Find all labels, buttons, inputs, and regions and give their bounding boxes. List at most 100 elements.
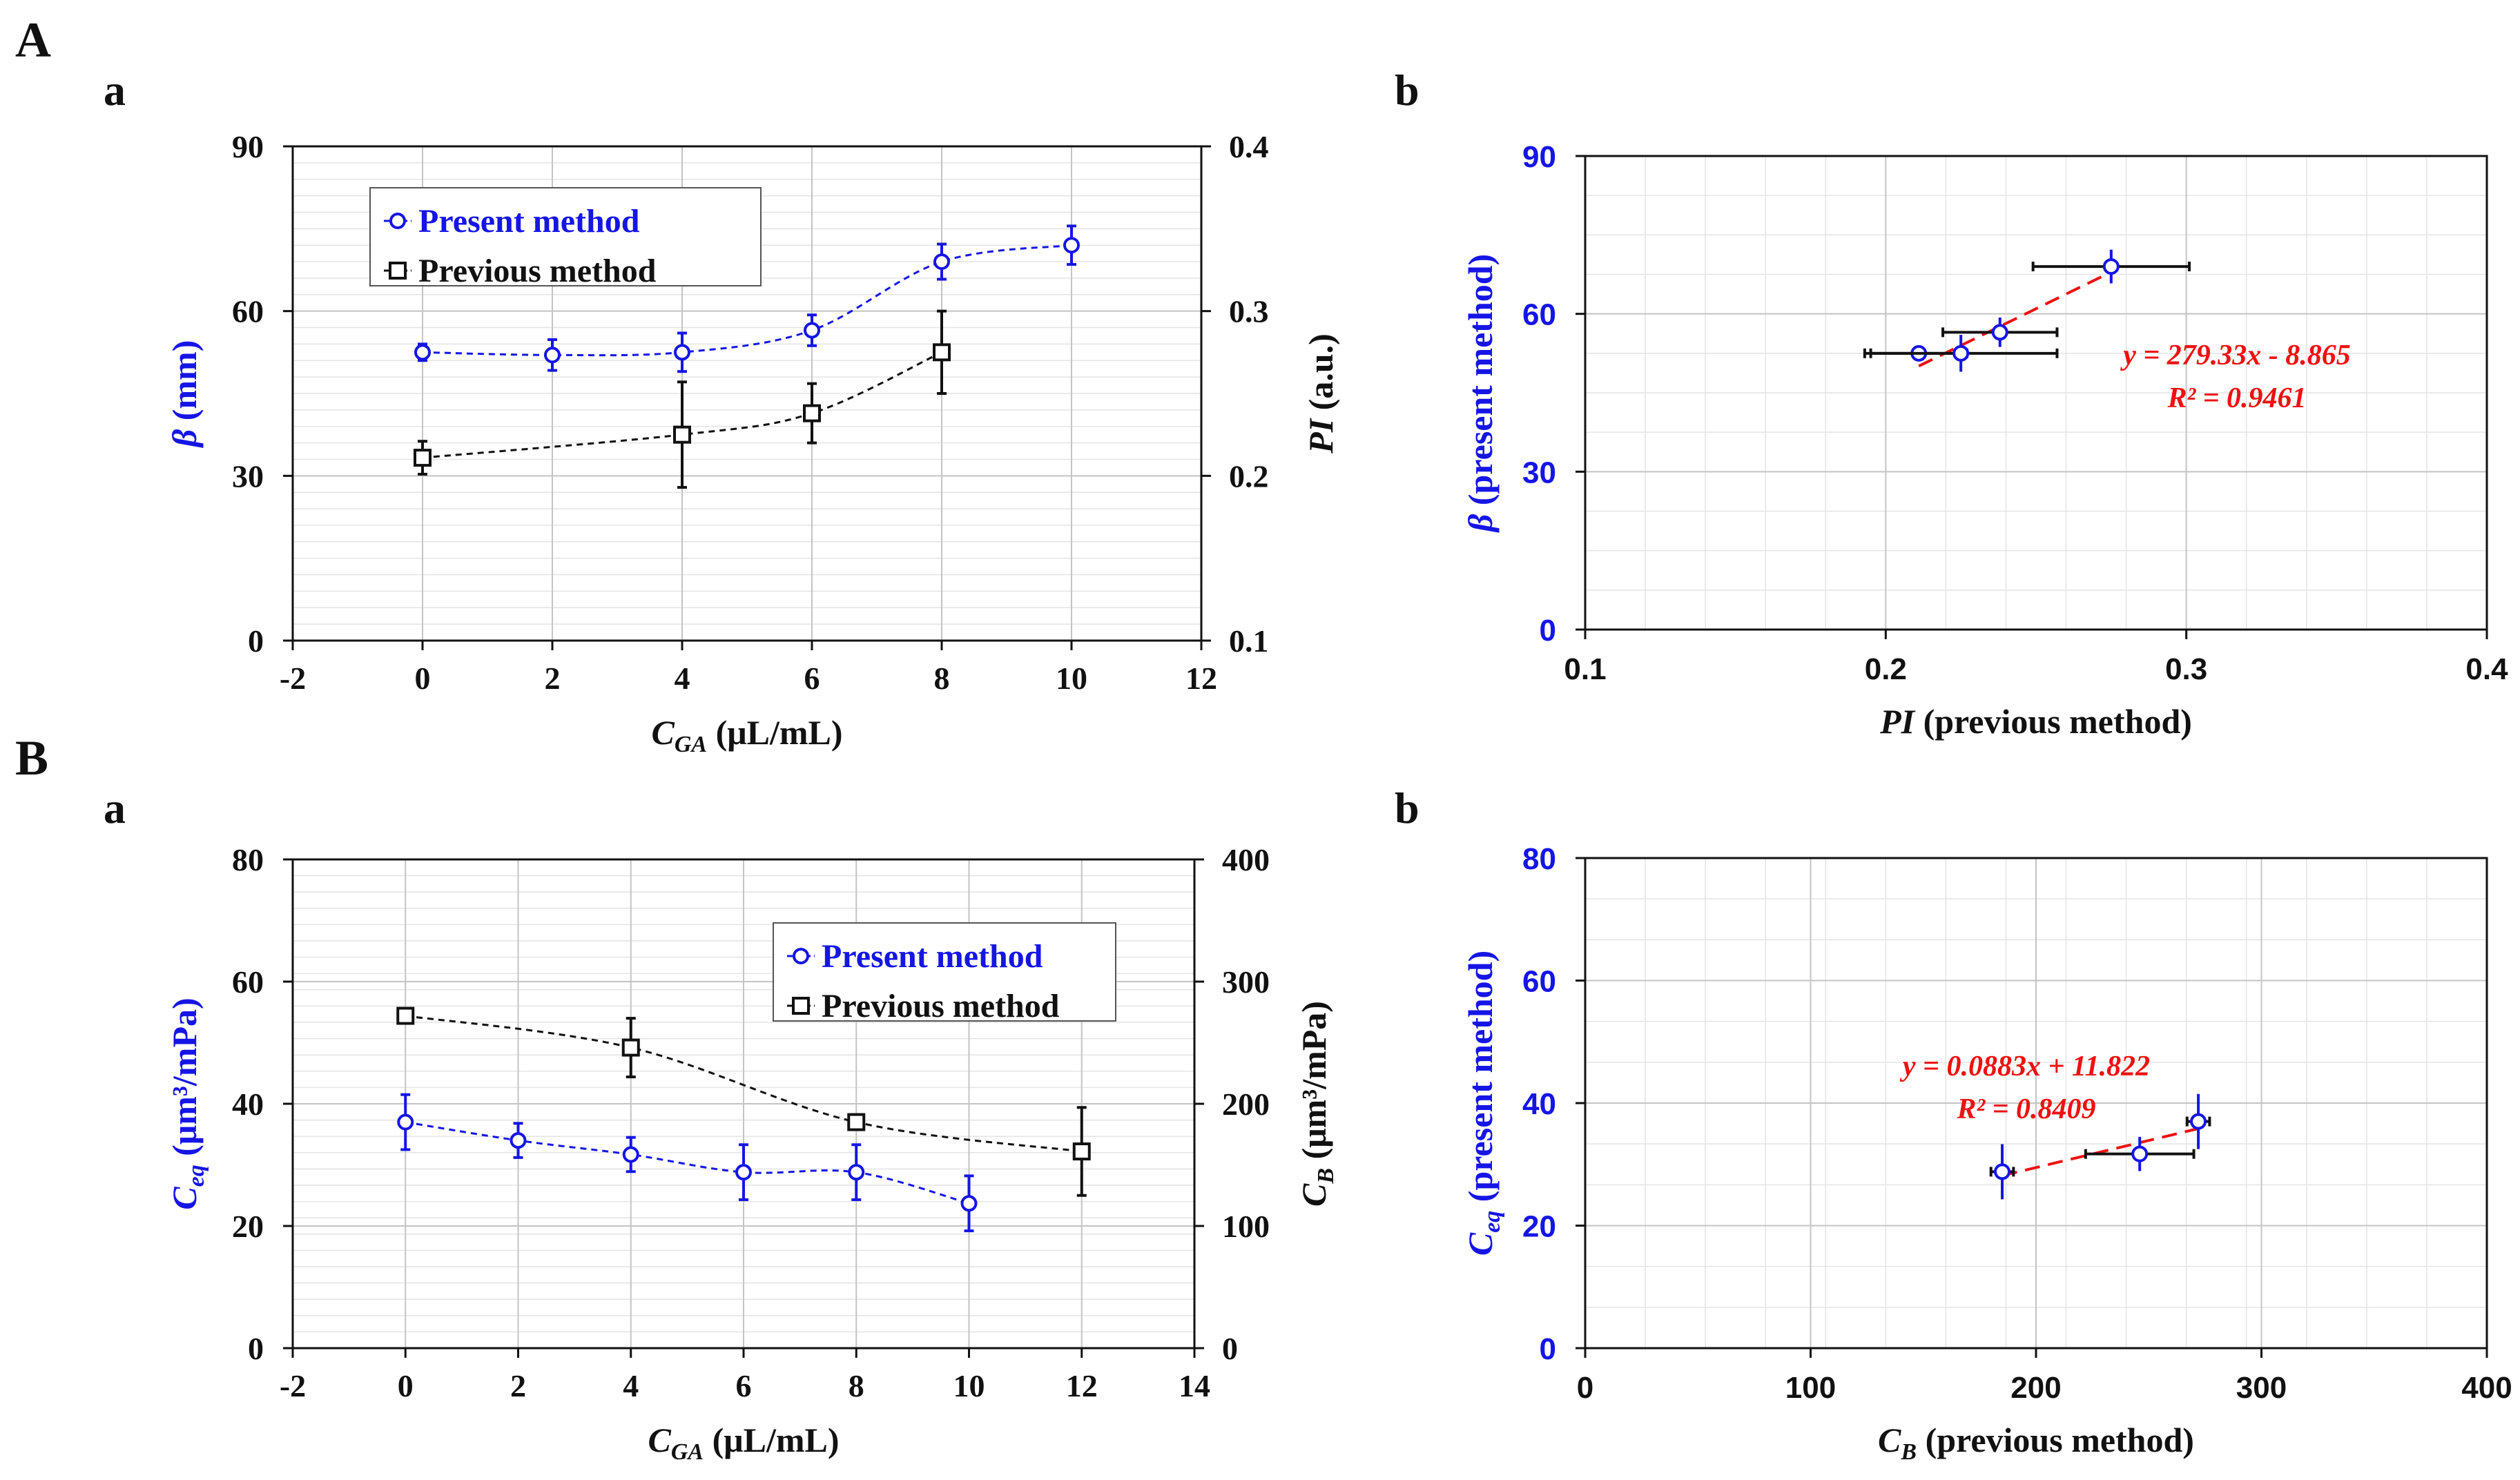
data-point [673, 425, 691, 444]
x-tick-label: 8 [934, 661, 950, 696]
x-tick-label: 6 [804, 661, 820, 696]
x-tick-label: 8 [849, 1368, 864, 1403]
x-tick-label: 400 [2461, 1371, 2512, 1405]
data-point [414, 449, 432, 467]
legend-marker [389, 213, 406, 229]
y-right-tick-label: 0.2 [1229, 458, 1269, 494]
x-axis-label: CGA (μL/mL) [648, 1421, 840, 1465]
y-right-tick-label: 200 [1222, 1087, 1270, 1122]
x-tick-label: 4 [623, 1368, 639, 1403]
data-point [847, 1113, 866, 1131]
data-point [621, 1038, 640, 1057]
panel-label-A: A [15, 12, 51, 68]
legend-box [369, 187, 762, 286]
data-point [803, 404, 821, 422]
y-left-tick-label: 80 [232, 842, 264, 877]
data-point [933, 253, 950, 271]
data-point [735, 1164, 752, 1181]
x-tick-label: 100 [1785, 1371, 1836, 1405]
x-axis-label: CGA (μL/mL) [652, 713, 843, 757]
x-tick-label: 4 [675, 661, 690, 696]
panel-label-B-a: a [104, 783, 126, 833]
y-left-tick-label: 0 [248, 1331, 264, 1366]
data-point [933, 343, 951, 362]
data-point [674, 344, 690, 361]
y-left-tick-label: 60 [232, 294, 264, 329]
y-right-tick-label: 0 [1222, 1331, 1238, 1366]
y-right-axis-label: PI (a.u.) [1301, 333, 1340, 454]
x-tick-label: 6 [736, 1368, 752, 1403]
x-axis-label: PI (previous method) [1879, 702, 2192, 741]
data-point [1063, 237, 1080, 254]
x-tick-label: 12 [1066, 1368, 1098, 1403]
y-right-tick-label: 0.1 [1229, 623, 1269, 659]
data-point [622, 1146, 639, 1163]
x-tick-label: 0.3 [2165, 652, 2207, 686]
y-tick-label: 40 [1522, 1087, 1556, 1121]
y-right-tick-label: 100 [1222, 1209, 1270, 1244]
legend-label: Previous method [418, 253, 657, 289]
data-point [510, 1132, 527, 1149]
y-right-tick-label: 0.4 [1229, 129, 1269, 164]
trendline-equation: y = 0.0883x + 11.822 [1899, 1051, 2150, 1082]
x-tick-label: 10 [1056, 661, 1087, 696]
x-tick-label: 200 [2010, 1371, 2061, 1405]
x-tick-label: 0.1 [1564, 652, 1606, 686]
y-right-tick-label: 300 [1222, 964, 1270, 1000]
panel-label-A-a: a [104, 66, 126, 115]
y-left-tick-label: 90 [232, 129, 264, 164]
chart-A-a: -2 0 2 4 6 8 10 12 0 30 60 90 0.1 0.2 0.3 0.4 CGA (μL/mL… [165, 129, 1340, 757]
legend-label: Present method [822, 938, 1043, 975]
data-point [2102, 258, 2120, 275]
panel-label-B: B [15, 730, 48, 786]
data-point [2131, 1145, 2149, 1162]
legend-box [773, 922, 1116, 1022]
chart-A-b: 0.1 0.2 0.3 0.4 0 30 60 90 PI (previous method) β… [1461, 140, 2508, 741]
data-point [1072, 1142, 1091, 1161]
legend-marker [389, 262, 407, 280]
y-right-tick-label: 0.3 [1229, 294, 1269, 329]
data-point [1952, 344, 1970, 362]
x-tick-label: 0 [415, 661, 431, 696]
trendline [2002, 1127, 2199, 1178]
data-point [397, 1113, 414, 1131]
y-left-tick-label: 20 [232, 1209, 264, 1244]
y-tick-label: 20 [1522, 1210, 1556, 1244]
y-axis-label: Ceq (present method) [1461, 951, 1505, 1256]
panel-label-B-b: b [1395, 783, 1419, 833]
x-tick-label: 0.4 [2465, 652, 2508, 686]
x-tick-label: 0 [398, 1368, 414, 1403]
y-tick-label: 30 [1522, 456, 1556, 489]
data-point [1994, 1163, 2011, 1180]
y-tick-label: 60 [1522, 298, 1556, 332]
legend-marker [793, 948, 809, 964]
y-left-axis-label: β (mm) [165, 340, 204, 449]
legend-label: Previous method [822, 988, 1060, 1024]
data-point [1991, 324, 2008, 341]
panel-label-A-b: b [1395, 66, 1419, 115]
chart-B-b: 0 100 200 300 400 0 20 40 60 80 CB (previous metho… [1461, 842, 2512, 1465]
chart-B-a: -2 0 2 4 6 8 10 12 14 0 20 40 60 80 0 100 200 300 400 CGA (… [165, 842, 1339, 1465]
x-tick-label: 2 [545, 661, 561, 696]
y-left-tick-label: 30 [232, 458, 264, 494]
x-tick-label: -2 [280, 1368, 306, 1403]
series-line [405, 1015, 1082, 1153]
legend: Present method Previous method [369, 187, 762, 289]
trendline-equation: R² = 0.9461 [2167, 382, 2306, 414]
trendline [1918, 271, 2112, 368]
data-point [396, 1006, 415, 1025]
data-point [960, 1195, 978, 1212]
x-tick-label: 2 [510, 1368, 526, 1403]
x-tick-label: 0 [1577, 1371, 1593, 1405]
trendline-equation: R² = 0.8409 [1956, 1093, 2095, 1125]
y-left-tick-label: 0 [248, 623, 264, 659]
y-tick-label: 60 [1522, 965, 1556, 999]
legend-marker [792, 997, 810, 1015]
y-right-axis-label: CB (μm³/mPa) [1295, 1001, 1339, 1207]
y-right-tick-label: 400 [1222, 842, 1270, 877]
x-axis-label: CB (previous method) [1878, 1421, 2194, 1465]
x-tick-label: 12 [1185, 661, 1217, 696]
y-left-tick-label: 40 [232, 1087, 264, 1122]
